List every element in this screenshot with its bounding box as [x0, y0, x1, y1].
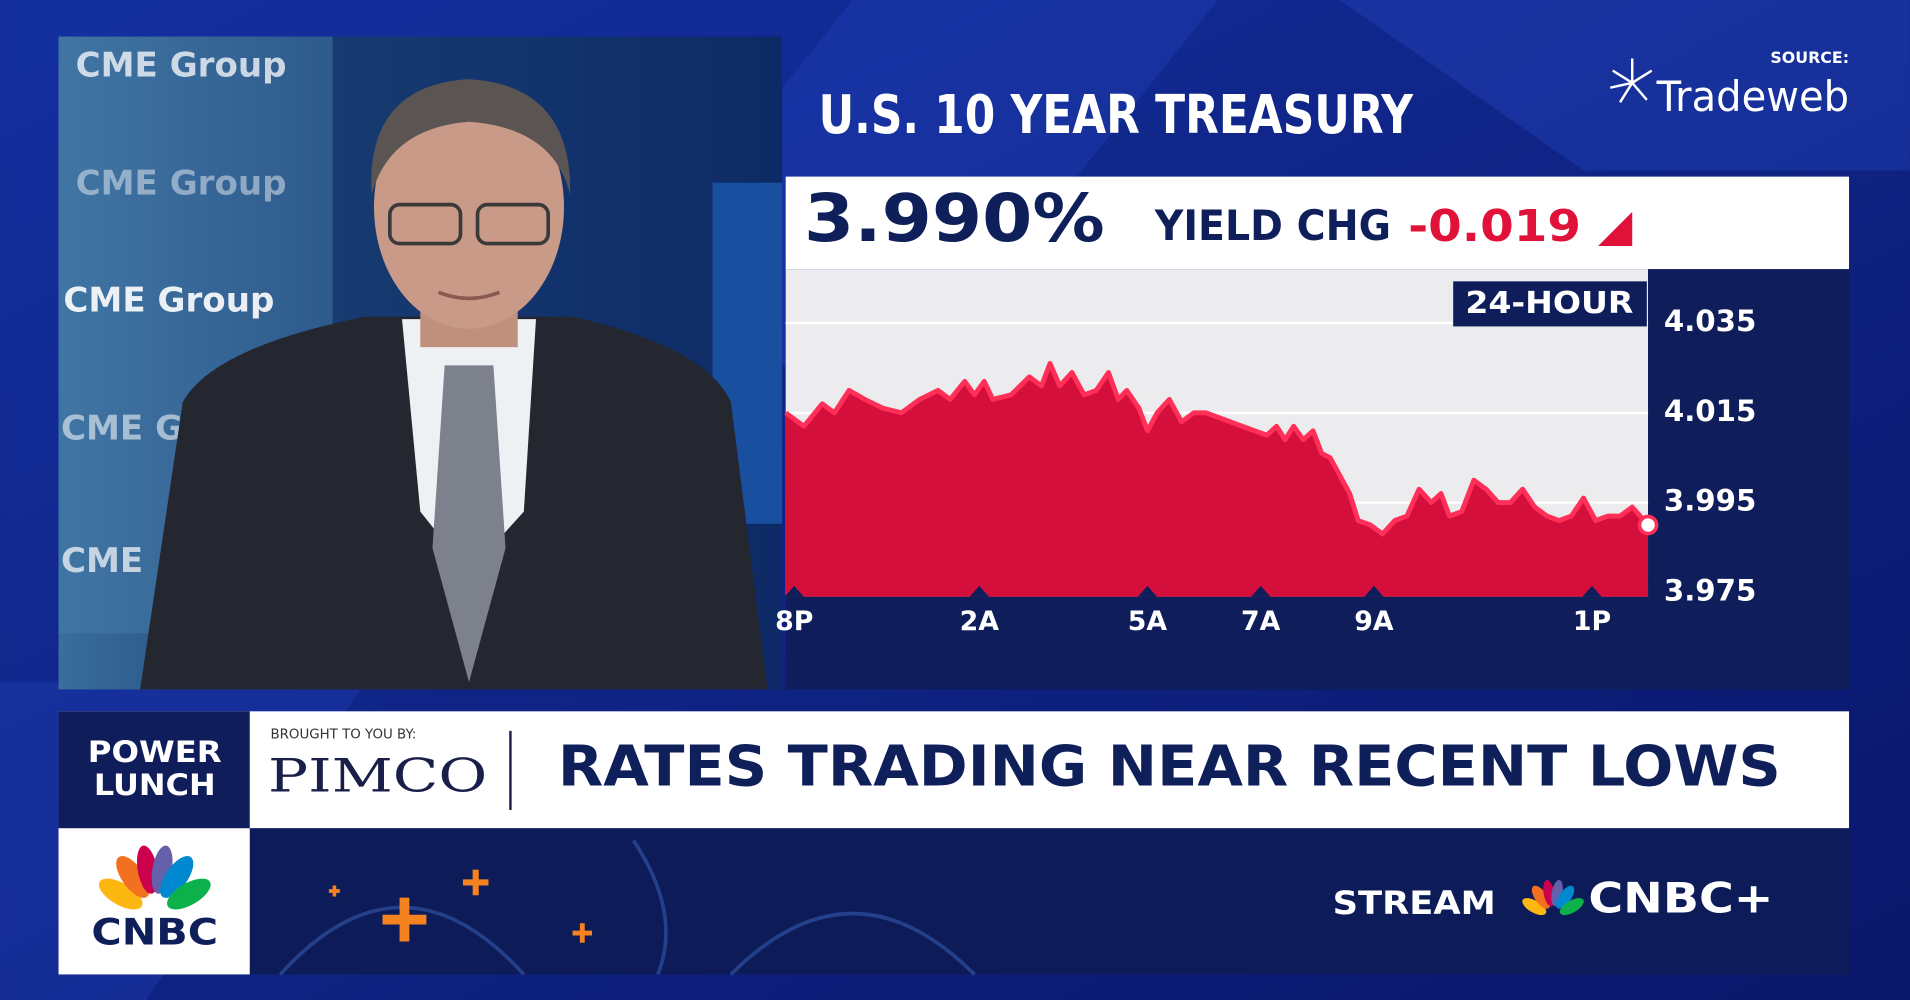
show-name: LUNCH — [94, 768, 216, 802]
plus — [572, 923, 593, 943]
range-box — [1453, 281, 1647, 327]
logo-ray — [1619, 82, 1634, 103]
sponsor: PIMCO — [268, 749, 487, 803]
peacock — [98, 845, 211, 910]
sponsor-intro: BROUGHT TO YOU BY: — [270, 727, 416, 742]
x-tick-mark — [1137, 585, 1158, 597]
feather — [1555, 885, 1575, 909]
show-name: POWER — [88, 735, 222, 769]
backdrop-text: CME Group — [76, 45, 287, 85]
face — [374, 85, 565, 329]
plus — [382, 897, 427, 942]
banner — [58, 711, 1850, 829]
change-arrow — [1598, 211, 1633, 247]
y-tick-label: 4.035 — [1664, 304, 1756, 338]
logo-ray — [1612, 69, 1633, 84]
current-yield: 3.990% — [804, 180, 1105, 257]
backdrop-text: CME Group — [76, 164, 287, 204]
plus — [462, 869, 489, 896]
feather — [116, 856, 150, 898]
glasses — [388, 202, 463, 246]
network-logo-box — [58, 828, 250, 975]
x-tick-mark — [1250, 585, 1271, 597]
plus-decoration — [328, 869, 593, 943]
x-axis-band — [785, 596, 1649, 690]
logo-ray — [1631, 82, 1648, 101]
x-tick-mark — [1364, 585, 1384, 597]
source: Tradeweb — [1656, 73, 1849, 121]
x-tick-label: 7A — [1241, 606, 1281, 637]
logo-ray — [1631, 69, 1653, 84]
show-box — [58, 711, 250, 829]
x-tick-mark — [969, 585, 990, 597]
x-tick-label: 2A — [960, 606, 1000, 637]
backdrop-text: CME — [61, 541, 143, 581]
change-value: -0.019 — [1408, 201, 1581, 252]
hair — [371, 79, 571, 195]
network-name: CNBC — [91, 911, 218, 954]
logo-ray — [1610, 81, 1633, 89]
x-tick-label: 8P — [775, 606, 813, 637]
stream-brand: CNBC+ — [1588, 874, 1773, 922]
source-logo — [1610, 58, 1653, 103]
source-label: SOURCE: — [1770, 48, 1849, 67]
y-tick-label: 3.995 — [1664, 484, 1756, 518]
glasses — [475, 202, 551, 246]
presenter — [140, 79, 768, 690]
backdrop-text: CME G — [61, 408, 183, 448]
backdrop-text: CME Group — [63, 281, 274, 321]
peacock — [1522, 879, 1584, 916]
feather — [1531, 885, 1551, 909]
chart-title: U.S. 10 YEAR TREASURY — [819, 83, 1414, 146]
tie — [432, 365, 506, 683]
stream-label: STREAM — [1333, 886, 1496, 922]
feather — [160, 856, 194, 898]
y-tick-label: 4.015 — [1664, 394, 1756, 428]
x-tick-label: 9A — [1354, 606, 1394, 637]
area — [785, 363, 1649, 597]
y-tick-label: 3.975 — [1664, 573, 1756, 607]
feather — [167, 878, 211, 910]
last-point — [1637, 514, 1659, 536]
x-tick-mark — [1582, 585, 1602, 597]
feather — [98, 878, 143, 910]
feather — [1522, 898, 1547, 916]
y-axis-panel — [1648, 269, 1850, 690]
feather — [1559, 898, 1584, 916]
range-label: 24-HOUR — [1465, 286, 1633, 321]
header-panel — [785, 176, 1850, 270]
video: CME Group CME Group CME Group CME G CME — [58, 36, 783, 690]
mouth — [437, 290, 501, 301]
headline: RATES TRADING NEAR RECENT LOWS — [558, 734, 1781, 799]
axes: 4.035 4.015 3.995 3.975 8P 2A 5A 7A 9A 1P — [775, 304, 1756, 637]
line — [784, 361, 1650, 537]
plus — [328, 885, 340, 897]
x-tick-label: 5A — [1128, 606, 1168, 637]
change-label: YIELD CHG — [1154, 202, 1391, 250]
x-tick-label: 1P — [1573, 606, 1611, 637]
x-tick-mark — [784, 585, 804, 597]
